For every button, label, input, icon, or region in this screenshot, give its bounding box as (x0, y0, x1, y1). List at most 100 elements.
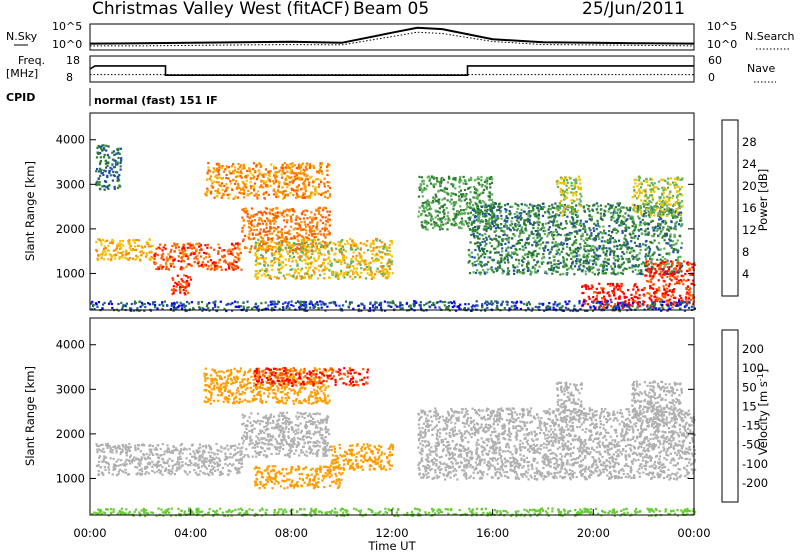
scatter-cell (647, 207, 650, 210)
scatter-cell (282, 166, 285, 170)
scatter-cell (474, 214, 477, 217)
scatter-cell (265, 222, 268, 225)
scatter-cell (299, 255, 302, 258)
scatter-cell (285, 235, 288, 239)
scatter-cell (479, 221, 482, 224)
scatter-cell (536, 206, 539, 209)
scatter-cell (620, 255, 623, 258)
scatter-cell (298, 275, 302, 278)
scatter-cell (152, 257, 155, 260)
scatter-cell (610, 305, 613, 308)
scatter-cell (371, 275, 374, 278)
scatter-cell (355, 272, 358, 275)
scatter-cell (437, 200, 440, 204)
scatter-cell (436, 214, 439, 217)
scatter-cell (382, 265, 385, 268)
scatter-cell (657, 180, 661, 183)
scatter-cell (482, 251, 486, 254)
scatter-cell (638, 183, 641, 186)
scatter-cell (612, 291, 615, 294)
scatter-cell (651, 188, 654, 191)
scatter-cell (388, 258, 391, 261)
series-n-sky-line (89, 26, 695, 45)
scatter-cell (323, 272, 326, 275)
scatter-cell (556, 251, 559, 254)
scatter-cell (618, 208, 622, 211)
scatter-cell (324, 265, 327, 268)
scatter-cell (563, 195, 566, 198)
scatter-cell (675, 183, 678, 186)
scatter-cell (566, 245, 569, 249)
scatter-cell (614, 303, 617, 306)
scatter-cell (112, 249, 115, 252)
scatter-cell (102, 173, 105, 176)
scatter-cell (642, 189, 645, 192)
scatter-cell (575, 177, 578, 180)
scatter-cell (182, 254, 185, 258)
scatter-cell (301, 242, 304, 245)
scatter-cell (492, 271, 495, 274)
scatter-cell (488, 194, 491, 198)
scatter-cell (313, 238, 316, 241)
scatter-cell (286, 243, 289, 246)
scatter-cell (541, 202, 544, 205)
scatter-cell (421, 189, 424, 192)
scatter-cell (438, 211, 441, 214)
scatter-cell (615, 211, 618, 214)
scatter-cell (512, 264, 515, 267)
scatter-cell (315, 247, 318, 250)
scatter-cell (624, 212, 627, 215)
scatter-cell (361, 259, 364, 262)
scatter-cell (626, 242, 629, 245)
scatter-cell (503, 261, 506, 264)
scatter-cell (602, 214, 605, 217)
scatter-cell (574, 241, 578, 245)
scatter-cell (506, 258, 509, 262)
scatter-cell (319, 241, 322, 244)
scatter-cell (284, 237, 287, 241)
scatter-cell (310, 248, 313, 251)
scatter-cell (588, 265, 591, 268)
scatter-cell (302, 173, 305, 176)
scatter-cell (317, 207, 320, 210)
scatter-cell (422, 182, 425, 185)
scatter-cell (198, 245, 201, 248)
scatter-cell (370, 270, 373, 273)
scatter-cell (657, 225, 660, 228)
scatter-cell (246, 169, 249, 173)
scatter-cell (588, 249, 591, 252)
scatter-cell (649, 205, 652, 208)
scatter-cell (634, 206, 637, 209)
scatter-cell (631, 264, 634, 267)
scatter-cell (329, 193, 332, 196)
scatter-cell (264, 168, 268, 171)
scatter-cell (646, 180, 649, 183)
scatter-cell (217, 173, 221, 176)
scatter-cell (218, 246, 221, 249)
scatter-cell (654, 268, 657, 271)
scatter-cell (494, 221, 497, 224)
scatter-cell (659, 248, 662, 251)
scatter-cell (256, 197, 259, 200)
scatter-cell (491, 213, 494, 216)
scatter-cell (179, 285, 182, 288)
scatter-cell (277, 241, 281, 244)
scatter-cell (242, 219, 245, 222)
scatter-cell (220, 268, 223, 271)
scatter-cell (584, 241, 587, 245)
power-heatmap (90, 144, 697, 313)
scatter-cell (477, 181, 480, 184)
scatter-cell (621, 306, 624, 309)
scatter-cell (633, 295, 636, 298)
scatter-cell (605, 240, 608, 243)
scatter-cell (360, 267, 363, 270)
scatter-cell (556, 213, 559, 216)
scatter-cell (339, 242, 342, 245)
scatter-cell (692, 302, 695, 306)
scatter-cell (292, 242, 296, 245)
scatter-cell (263, 234, 266, 237)
scatter-cell (560, 211, 563, 214)
scatter-cell (664, 270, 667, 273)
scatter-cell (562, 265, 565, 268)
scatter-cell (556, 205, 560, 208)
